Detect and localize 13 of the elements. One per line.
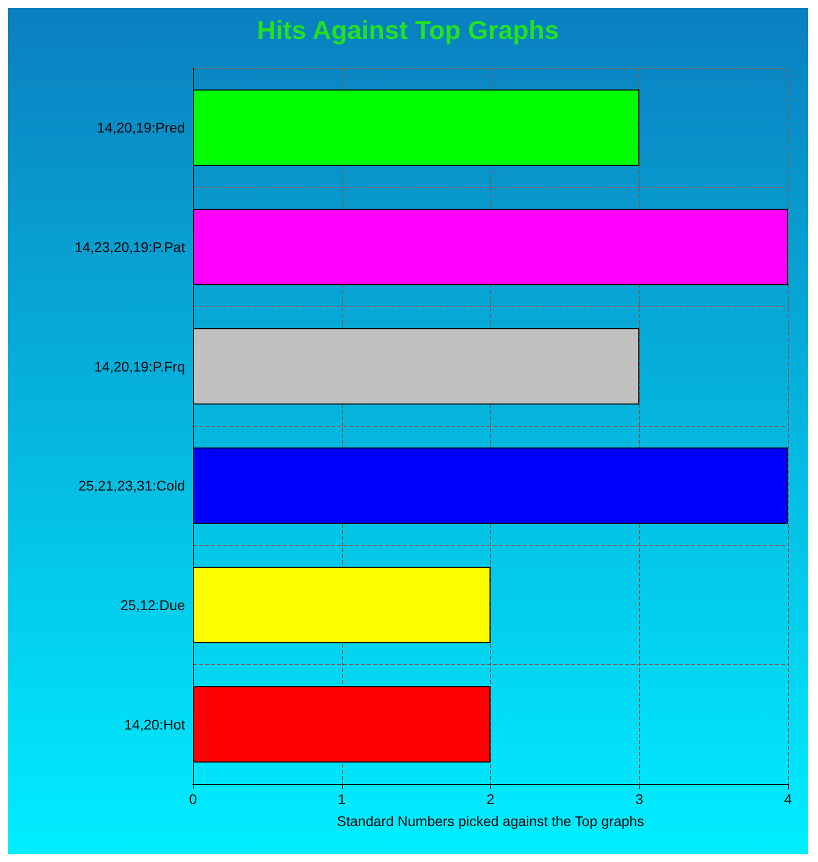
x-tick-label: 2 <box>486 791 495 807</box>
chart-title: Hits Against Top Graphs <box>257 15 559 45</box>
y-tick-label: 25,12:Due <box>120 597 186 613</box>
x-tick-label: 0 <box>189 791 198 807</box>
x-axis-title: Standard Numbers picked against the Top graphs <box>336 813 644 829</box>
x-tick-label: 3 <box>635 791 644 807</box>
x-tick-label: 1 <box>338 791 346 807</box>
y-tick-label: 14,20,19:P.Frq <box>94 358 185 374</box>
y-tick-label: 14,23,20,19:P.Pat <box>74 239 186 255</box>
x-tick-label: 4 <box>784 791 792 807</box>
y-tick-label: 14,20:Hot <box>124 716 186 732</box>
y-tick-label: 25,21,23,31:Cold <box>78 478 185 494</box>
y-tick-label: 14,20,19:Pred <box>97 120 185 136</box>
